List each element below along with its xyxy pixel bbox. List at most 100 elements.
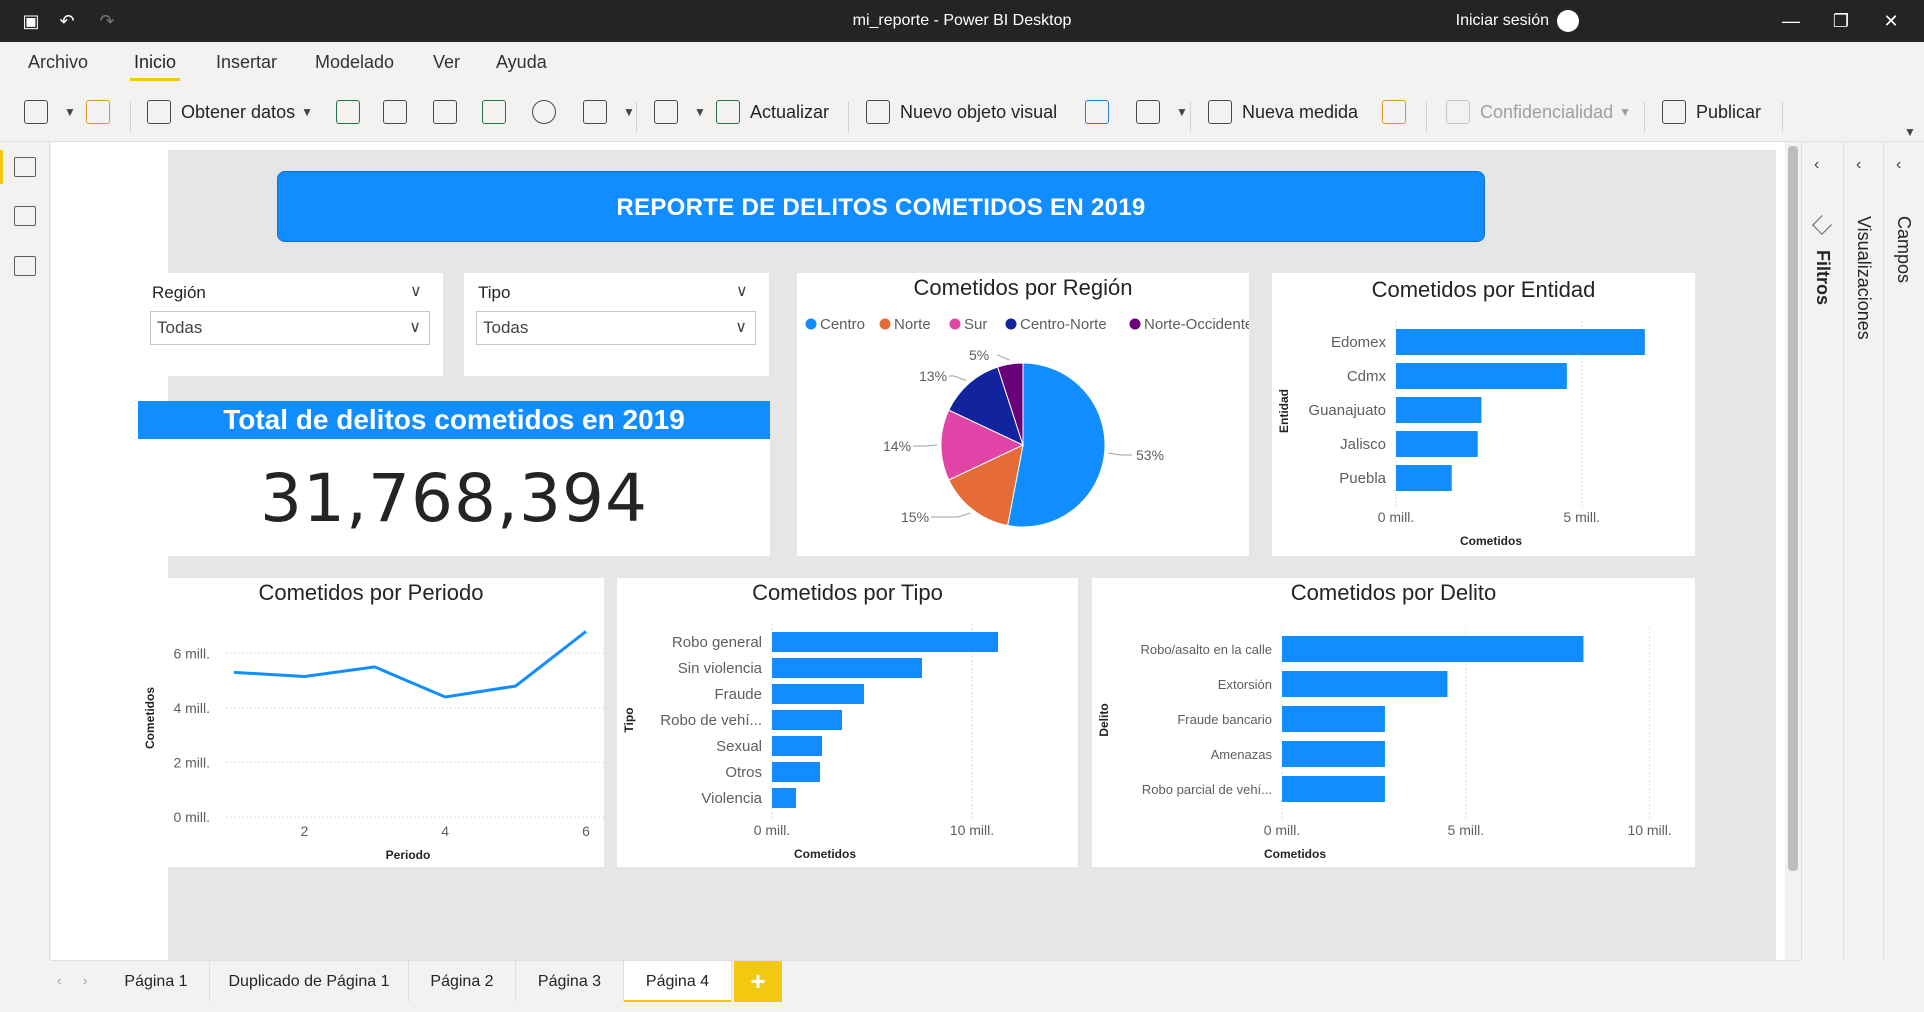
tick-label: 2: [301, 823, 309, 839]
save-icon[interactable]: ▣: [22, 11, 40, 31]
data-view-icon[interactable]: [14, 206, 36, 226]
view-switcher: [0, 142, 50, 960]
legend-label: Sur: [964, 316, 987, 333]
bar-chart-entidad: 0 mill. 5 mill. Edomex Cdmx Guanajuato Jalisc…: [1277, 321, 1645, 548]
paste-button[interactable]: ▼: [24, 98, 76, 126]
sensitivity-icon: [1446, 100, 1470, 124]
menu-modelado[interactable]: Modelado: [315, 52, 395, 72]
tab-pagina-2[interactable]: Página 2: [409, 961, 516, 1003]
refresh-icon: [716, 100, 740, 124]
category-label: Jalisco: [1340, 436, 1386, 453]
get-data-label: Obtener datos: [181, 101, 296, 122]
tab-pagina-4[interactable]: Página 4: [624, 961, 732, 1003]
sensitivity-button: Confidencialidad ▼: [1446, 98, 1631, 126]
signin-button[interactable]: Iniciar sesión: [1455, 12, 1549, 29]
filters-pane[interactable]: ‹ Filtros: [1801, 142, 1843, 960]
undo-icon[interactable]: ↶: [59, 11, 75, 31]
tab-pagina-3[interactable]: Página 3: [516, 961, 624, 1003]
category-label: Robo/asalto en la calle: [1140, 642, 1272, 657]
chart-periodo-card[interactable]: Cometidos por Periodo 0 mill. 2 mill. 4 mi…: [138, 578, 604, 867]
pie-slice: [1007, 362, 1106, 528]
enter-data-button[interactable]: [482, 98, 516, 126]
new-measure-button[interactable]: Nueva medida: [1208, 98, 1358, 126]
visualizations-pane[interactable]: ‹ Visualizaciones: [1843, 142, 1883, 960]
chart-region-card[interactable]: Cometidos por Región Centro Norte Sur Centr…: [797, 273, 1249, 556]
chevron-left-icon[interactable]: ‹: [1856, 156, 1862, 173]
chevron-down-icon: ▼: [301, 105, 313, 119]
chevron-right-icon[interactable]: ›: [83, 973, 88, 988]
legend-label: Norte: [894, 316, 931, 333]
menu-ver[interactable]: Ver: [433, 52, 461, 72]
table-icon: [482, 100, 506, 124]
chevron-down-icon[interactable]: ∨: [736, 283, 748, 300]
add-page-button[interactable]: +: [734, 961, 782, 1003]
tab-pagina-1[interactable]: Página 1: [103, 961, 210, 1003]
quick-measure-button[interactable]: [1382, 98, 1416, 126]
transform-data-icon: [654, 100, 678, 124]
slicer-value: Todas: [483, 318, 529, 337]
chart-entidad-card[interactable]: Cometidos por Entidad 0 mill. 5 mill. Edom…: [1272, 273, 1695, 556]
sql-button[interactable]: [383, 98, 417, 126]
minimize-icon[interactable]: —: [1782, 11, 1800, 31]
chart-title: Cometidos por Entidad: [1371, 277, 1596, 302]
bar: [772, 684, 864, 704]
publish-button[interactable]: Publicar: [1662, 98, 1761, 126]
refresh-label: Actualizar: [750, 101, 830, 122]
close-icon[interactable]: ✕: [1883, 11, 1899, 31]
ribbon-collapse-button[interactable]: ▼: [1898, 118, 1916, 146]
transform-data-button[interactable]: ▼: [654, 98, 706, 126]
recent-sources-button[interactable]: ▼: [583, 98, 635, 126]
chevron-down-icon: ∨: [409, 319, 421, 336]
new-visual-button[interactable]: Nuevo objeto visual: [866, 98, 1057, 126]
report-banner[interactable]: REPORTE DE DELITOS COMETIDOS EN 2019: [277, 171, 1485, 242]
fields-pane[interactable]: ‹ Campos: [1883, 142, 1924, 960]
window-title: mi_reporte - Power BI Desktop: [852, 12, 1072, 29]
bar: [1396, 465, 1452, 491]
bar: [772, 762, 820, 782]
model-view-icon[interactable]: [14, 256, 36, 276]
slicer-dropdown[interactable]: Todas ∨: [476, 311, 756, 345]
avatar[interactable]: [1557, 10, 1579, 32]
text-box-button[interactable]: [1085, 98, 1119, 126]
chevron-left-icon[interactable]: ‹: [1896, 156, 1902, 173]
chevron-down-icon[interactable]: ∨: [410, 283, 422, 300]
slicer-region[interactable]: Región ∨ Todas ∨: [138, 273, 443, 376]
canvas-scrollbar[interactable]: [1785, 142, 1801, 960]
menu-ayuda[interactable]: Ayuda: [496, 52, 547, 72]
excel-button[interactable]: [336, 98, 370, 126]
bar: [772, 736, 822, 756]
pie-slice: [940, 409, 1025, 481]
bar: [1396, 363, 1567, 389]
format-painter-button[interactable]: [86, 98, 120, 126]
report-view-icon[interactable]: [14, 157, 36, 177]
chart-title: Cometidos por Región: [913, 275, 1133, 300]
tick-label: 5 mill.: [1448, 822, 1485, 838]
menu-insertar[interactable]: Insertar: [216, 52, 278, 72]
dataset-button[interactable]: [433, 98, 467, 126]
chart-tipo-card[interactable]: Cometidos por Tipo 0 mill. 10 mill. Robo g…: [617, 578, 1078, 867]
chart-delito-card[interactable]: Cometidos por Delito 0 mill. 5 mill. 10 mi…: [1092, 578, 1695, 867]
dataverse-button[interactable]: [532, 98, 566, 126]
category-label: Puebla: [1339, 470, 1386, 487]
tick-label: 5 mill.: [1563, 509, 1600, 525]
tab-duplicado[interactable]: Duplicado de Página 1: [210, 961, 409, 1003]
chevron-left-icon[interactable]: ‹: [1814, 156, 1820, 173]
tick-label: 4 mill.: [173, 700, 210, 716]
menu-inicio[interactable]: Inicio: [129, 52, 181, 81]
leader-line: [997, 354, 1010, 361]
data-label: 14%: [883, 438, 911, 454]
scrollbar-thumb[interactable]: [1788, 146, 1798, 871]
refresh-button[interactable]: Actualizar: [716, 98, 829, 126]
more-visuals-button[interactable]: ▼: [1136, 98, 1188, 126]
redo-icon[interactable]: ↷: [99, 11, 115, 31]
chevron-left-icon[interactable]: ‹: [57, 973, 62, 988]
slicer-dropdown[interactable]: Todas ∨: [150, 311, 430, 345]
slicer-tipo[interactable]: Tipo ∨ Todas ∨: [464, 273, 769, 376]
title-bar: ▣ ↶ ↷ mi_reporte - Power BI Desktop Inic…: [0, 0, 1924, 42]
restore-icon[interactable]: ❐: [1832, 11, 1850, 31]
get-data-button[interactable]: Obtener datos ▼: [147, 98, 313, 126]
menu-archivo[interactable]: Archivo: [28, 52, 89, 72]
publish-icon: [1662, 100, 1686, 124]
legend-marker: [949, 318, 961, 330]
sensitivity-label: Confidencialidad: [1480, 101, 1614, 122]
